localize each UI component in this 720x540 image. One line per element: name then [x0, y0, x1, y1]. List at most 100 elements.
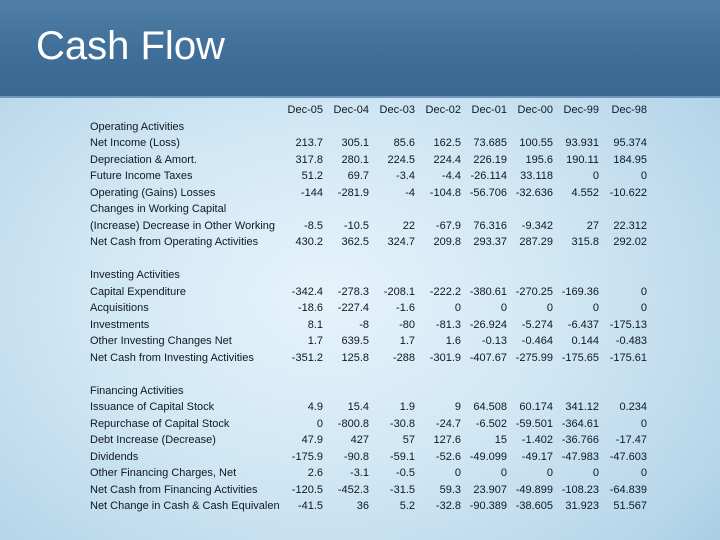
header-row: Dec-05 Dec-04 Dec-03 Dec-02 Dec-01 Dec-0…	[90, 102, 647, 119]
value-cell: 226.19	[473, 153, 507, 166]
value-cell: 22	[402, 219, 415, 232]
value-cell: -380.61	[469, 285, 507, 298]
value-cell: 69.7	[347, 170, 369, 182]
value-cell	[599, 201, 647, 218]
row-label: Dividends	[90, 450, 139, 463]
value-cell: -222.2	[429, 285, 461, 298]
value-cell: -17.47	[615, 434, 647, 446]
value-cell	[369, 119, 415, 136]
value-cell: 15.4	[347, 401, 369, 413]
value-cell: -52.6	[435, 450, 461, 463]
value-cell: 184.95	[613, 153, 647, 166]
table-row: Net Change in Cash & Cash Equivalents -41…	[90, 498, 647, 515]
value-cell: -169.36	[561, 285, 599, 298]
value-cell: -56.706	[469, 186, 507, 199]
value-cell	[369, 251, 415, 268]
value-cell: -64.839	[609, 483, 647, 496]
value-cell: -49.17	[521, 450, 553, 463]
value-cell	[461, 119, 507, 136]
table-row: Operating (Gains) Losses -144 -281.9 -4 -104…	[90, 185, 647, 202]
value-cell	[323, 383, 369, 400]
value-cell	[507, 366, 553, 383]
table-row: Other Investing Changes Net 1.7 639.5 1.7 1.…	[90, 333, 647, 350]
value-cell: -144	[300, 186, 323, 199]
value-cell: 195.6	[525, 153, 553, 166]
value-cell: 100.55	[519, 137, 553, 149]
value-cell: -59.1	[389, 450, 415, 463]
value-cell: 1.7	[307, 335, 323, 347]
value-cell: -49.099	[469, 450, 507, 463]
row-label: Net Change in Cash & Cash Equivalents	[90, 500, 279, 512]
value-cell: 224.4	[433, 153, 461, 166]
value-cell: 0	[500, 467, 507, 479]
value-cell: 0.234	[619, 401, 647, 413]
table-row: Capital Expenditure -342.4 -278.3 -208.1 -22…	[90, 284, 647, 301]
value-cell: -108.23	[561, 483, 599, 496]
value-cell	[507, 251, 553, 268]
value-cell: 0	[454, 467, 461, 479]
value-cell: 23.907	[473, 483, 507, 496]
row-label: Net Cash from Investing Activities	[90, 351, 254, 364]
value-cell: 0	[316, 417, 323, 430]
value-cell	[415, 366, 461, 383]
table-body: Operating Activities Net Income (Loss) 213…	[90, 119, 647, 515]
value-cell: 8.1	[307, 318, 323, 331]
value-cell: 0	[592, 302, 599, 314]
value-cell: 362.5	[341, 236, 369, 248]
value-cell: 60.174	[519, 401, 553, 413]
header-label-cell	[90, 102, 279, 119]
value-cell: -41.5	[297, 500, 323, 512]
value-cell: 317.8	[295, 153, 323, 166]
row-label: Net Cash from Operating Activities	[90, 236, 259, 248]
value-cell: 0	[592, 170, 599, 182]
value-cell	[369, 383, 415, 400]
value-cell: -10.5	[343, 219, 369, 232]
value-cell	[599, 119, 647, 136]
value-cell: -175.13	[609, 318, 647, 331]
value-cell: -5.274	[521, 318, 553, 331]
value-cell: -0.5	[396, 467, 415, 479]
row-label: Investing Activities	[90, 269, 180, 281]
value-cell	[599, 366, 647, 383]
table-row: Issuance of Capital Stock 4.9 15.4 1.9 9 64.5…	[90, 399, 647, 416]
value-cell	[279, 119, 323, 136]
value-cell	[323, 251, 369, 268]
value-cell: 51.567	[613, 500, 647, 512]
value-cell: 287.29	[519, 236, 553, 248]
value-cell: -26.114	[470, 170, 508, 182]
table-row: Changes in Working Capital	[90, 201, 647, 218]
value-cell	[415, 201, 461, 218]
value-cell	[553, 119, 599, 136]
value-cell	[323, 267, 369, 284]
table-row: Dividends -175.9 -90.8 -59.1 -52.6 -49.099 -49…	[90, 449, 647, 466]
value-cell: 427	[350, 434, 369, 446]
row-label: Debt Increase (Decrease)	[90, 434, 216, 446]
value-cell	[507, 201, 553, 218]
value-cell: 430.2	[295, 236, 323, 248]
value-cell: 0	[640, 467, 647, 479]
row-label: Capital Expenditure	[90, 285, 187, 298]
value-cell: -3.1	[350, 467, 369, 479]
value-cell: 47.9	[301, 434, 323, 446]
row-label: Other Financing Charges, Net	[90, 467, 237, 479]
column-header: Dec-02	[425, 104, 461, 116]
value-cell: -1.6	[396, 302, 415, 314]
row-label: Acquisitions	[90, 302, 149, 314]
row-label	[90, 366, 279, 383]
value-cell: -452.3	[337, 483, 369, 496]
value-cell: -24.7	[435, 417, 461, 430]
value-cell: 209.8	[433, 236, 461, 248]
value-cell: -0.13	[481, 335, 507, 347]
table-row: Depreciation & Amort. 317.8 280.1 224.5 224.…	[90, 152, 647, 169]
value-cell: 293.37	[473, 236, 507, 248]
table-row: Investments 8.1 -8 -80 -81.3 -26.924 -5.274 -6.…	[90, 317, 647, 334]
value-cell: -31.5	[389, 483, 415, 496]
table-row: Acquisitions -18.6 -227.4 -1.6 0 0 0 0 0	[90, 300, 647, 317]
row-label: Net Income (Loss)	[90, 137, 180, 149]
value-cell: 341.12	[565, 401, 599, 413]
value-cell: -270.25	[515, 285, 553, 298]
value-cell: -9.342	[521, 219, 553, 232]
row-label: Financing Activities	[90, 384, 184, 397]
value-cell	[323, 366, 369, 383]
value-cell: -32.8	[435, 500, 461, 512]
